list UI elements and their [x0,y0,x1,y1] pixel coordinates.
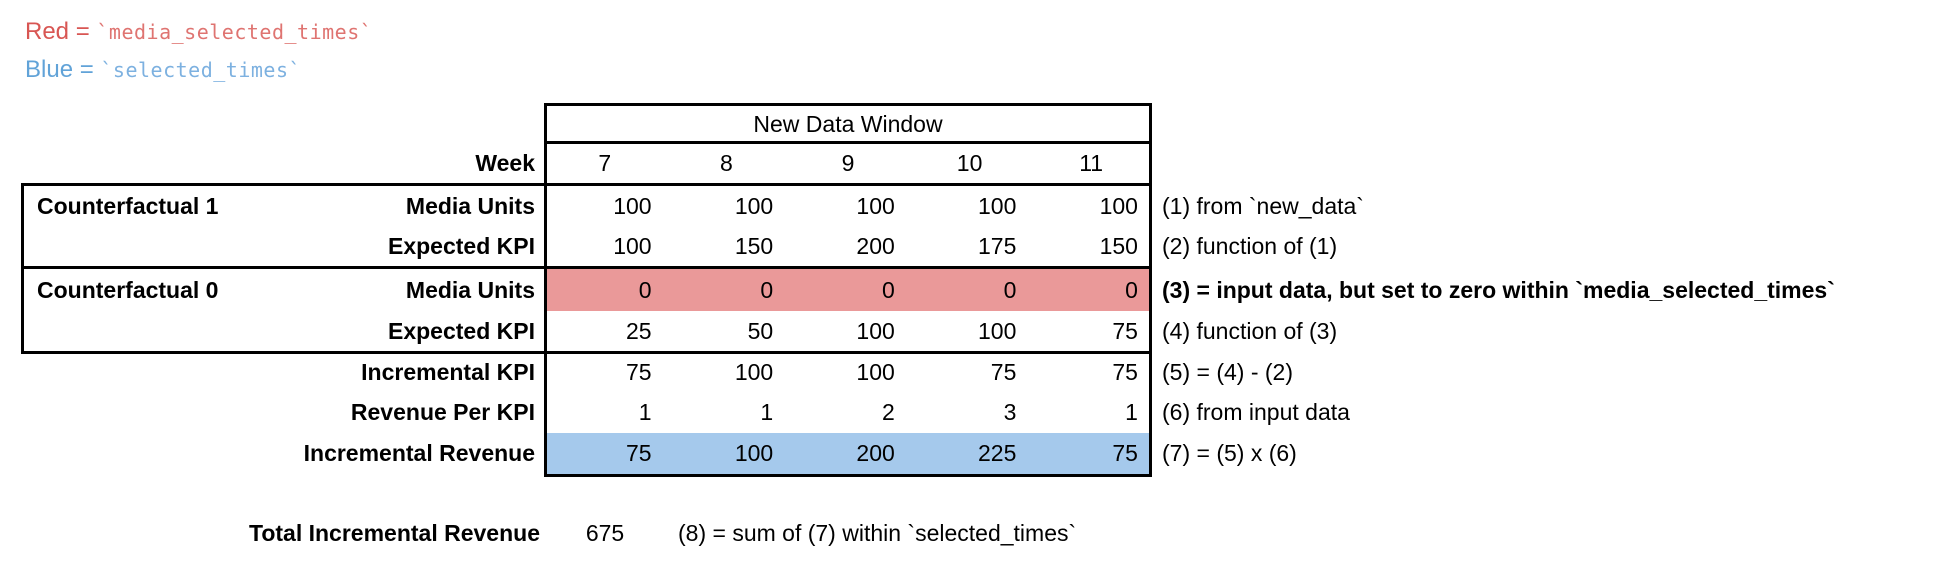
total-incremental-revenue-value: 675 [585,520,625,546]
annotation-3: (3) = input data, but set to zero within… [1162,277,1835,303]
annotation-7: (7) = (5) x (6) [1162,440,1297,466]
cf0-bottom-line [547,351,1149,354]
row-label-incremental-kpi: Incremental KPI [361,359,535,385]
table-cell: 100 [613,233,652,259]
row-label-media-units-cf0: Media Units [405,277,535,303]
table-cell: 200 [856,233,895,259]
table-cell: 0 [1125,277,1138,303]
table-cell: 100 [734,193,774,219]
table-cell: 200 [856,440,895,466]
row-label-revenue-per-kpi: Revenue Per KPI [350,399,535,425]
table-row-expected-kpi-cf0: 25 50 100 100 75 [544,311,1152,351]
annotation-8: (8) = sum of (7) within `selected_times` [678,520,1077,546]
table-row-revenue-per-kpi: 1 1 2 3 1 [544,392,1152,433]
table-cell: 1 [638,399,652,425]
legend-blue-line: Blue = `selected_times` [25,56,301,84]
total-incremental-revenue-label: Total Incremental Revenue [249,520,540,546]
table-cell: 150 [1099,233,1138,259]
table-cell: 75 [626,440,652,466]
legend-red-code: `media_selected_times` [96,20,373,44]
table-cell: 100 [856,193,895,219]
counterfactual-box-divider [21,266,544,269]
row-label-expected-kpi-cf1: Expected KPI [388,233,535,259]
selected-times-highlight [547,433,1149,474]
media-selected-times-highlight [547,269,1149,311]
table-cell: 75 [1112,440,1138,466]
table-cell: 3 [1003,399,1017,425]
new-data-window-header: New Data Window [753,111,943,137]
table-cell: 225 [978,440,1017,466]
legend-blue-code: `selected_times` [100,58,302,82]
table-cell: 100 [1099,193,1138,219]
table-row-media-units-cf1: 100 100 100 100 100 [544,186,1152,226]
table-cell: 100 [978,193,1017,219]
table-cell: 150 [734,233,774,259]
table-cell: 50 [747,318,774,344]
group-counterfactual-1: Counterfactual 1 [37,193,219,219]
table-row-incremental-kpi: 75 100 100 75 75 [544,353,1152,391]
week-bottom-line [547,183,1149,186]
table-cell: 0 [881,277,895,303]
table-cell: 100 [613,193,652,219]
table-cell: 1 [760,399,774,425]
row-label-media-units-cf1: Media Units [405,193,535,219]
table-row-media-units-cf0: 0 0 0 0 0 [544,269,1152,311]
week-cell: 7 [598,150,612,176]
cf1-cf0-divider-line [547,266,1149,269]
annotation-2: (2) function of (1) [1162,233,1338,259]
annotation-5: (5) = (4) - (2) [1162,359,1293,385]
annotation-4: (4) function of (3) [1162,318,1338,344]
table-cell: 175 [978,233,1017,259]
table-cell: 0 [638,277,652,303]
week-cell: 9 [841,150,855,176]
table-row-incremental-revenue: 75 100 200 225 75 [544,433,1152,474]
table-cell: 100 [978,318,1017,344]
week-row: 7 8 9 10 11 [544,144,1152,182]
week-cell: 11 [1079,150,1104,176]
header-bottom-line [547,141,1149,144]
legend-red-line: Red = `media_selected_times` [25,18,372,46]
group-counterfactual-0: Counterfactual 0 [37,277,219,303]
week-cell: 8 [719,150,733,176]
table-cell: 75 [1112,318,1138,344]
row-label-expected-kpi-cf0: Expected KPI [388,318,535,344]
table-cell: 25 [626,318,652,344]
legend-red-label: Red = [25,18,97,45]
table-cell: 100 [734,440,774,466]
table-cell: 2 [881,399,895,425]
annotation-6: (6) from input data [1162,399,1350,425]
table-cell: 75 [1112,359,1138,385]
data-table-border [544,103,1152,477]
week-cell: 10 [956,150,983,176]
week-row-label: Week [475,150,535,176]
legend-blue-label: Blue = [25,56,101,83]
table-cell: 0 [1003,277,1017,303]
table-cell: 0 [760,277,774,303]
annotation-1: (1) from `new_data` [1162,193,1364,219]
table-cell: 100 [734,359,774,385]
table-cell: 75 [990,359,1017,385]
table-cell: 100 [856,318,895,344]
row-label-incremental-revenue: Incremental Revenue [303,440,535,466]
table-cell: 75 [626,359,652,385]
table-row-expected-kpi-cf1: 100 150 200 175 150 [544,227,1152,266]
table-cell: 100 [856,359,895,385]
table-cell: 1 [1125,399,1138,425]
